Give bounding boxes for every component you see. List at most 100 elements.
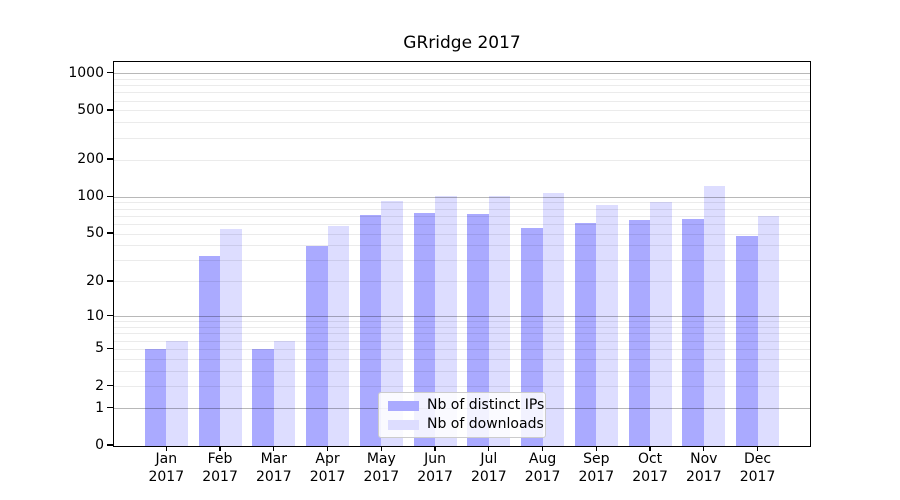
x-tick-may bbox=[380, 446, 382, 451]
x-tick-jun bbox=[434, 446, 436, 451]
bar-downloads-jul bbox=[488, 196, 511, 446]
y-tick-label-1: 1 bbox=[95, 399, 104, 416]
x-tick-year-oct: 2017 bbox=[632, 468, 668, 485]
bar-distinct-ips-oct bbox=[628, 220, 651, 446]
bar-downloads-mar bbox=[273, 341, 296, 446]
x-tick-year-feb: 2017 bbox=[202, 468, 238, 485]
y-tick-label-2: 2 bbox=[95, 377, 104, 394]
x-tick-year-jan: 2017 bbox=[148, 468, 185, 485]
legend-swatch-downloads bbox=[388, 419, 419, 430]
x-tick-label-nov: Nov 2017 bbox=[672, 451, 736, 486]
legend-row-downloads: Nb of downloads bbox=[388, 417, 544, 432]
x-tick-label-feb: Feb 2017 bbox=[188, 451, 252, 486]
legend-label-downloads: Nb of downloads bbox=[427, 416, 544, 432]
x-tick-year-may: 2017 bbox=[363, 468, 400, 485]
x-tick-month-oct: Oct bbox=[637, 451, 663, 467]
x-tick-dec bbox=[756, 446, 759, 451]
y-tick-2 bbox=[107, 385, 113, 387]
x-tick-year-mar: 2017 bbox=[255, 468, 292, 485]
x-tick-jan bbox=[165, 446, 167, 451]
x-tick-label-aug: Aug 2017 bbox=[511, 451, 575, 486]
x-tick-label-may: May 2017 bbox=[349, 451, 413, 486]
x-tick-label-dec: Dec 2017 bbox=[726, 451, 790, 486]
y-tick-20 bbox=[107, 280, 113, 282]
bar-distinct-ips-feb bbox=[198, 255, 221, 446]
bar-downloads-apr bbox=[327, 226, 350, 446]
x-tick-month-apr: Apr bbox=[315, 451, 340, 467]
bar-downloads-sep bbox=[596, 204, 618, 446]
x-tick-year-sep: 2017 bbox=[578, 468, 615, 485]
y-tick-0 bbox=[107, 444, 113, 446]
x-tick-label-jul: Jul 2017 bbox=[457, 451, 521, 486]
y-tick-1000 bbox=[107, 71, 113, 74]
legend-label-distinct-ips: Nb of distinct IPs bbox=[427, 397, 545, 413]
x-tick-month-dec: Dec bbox=[744, 451, 772, 467]
x-tick-month-jul: Jul bbox=[480, 451, 498, 467]
x-tick-month-jan: Jan bbox=[155, 451, 178, 467]
legend-swatch-distinct-ips bbox=[388, 400, 419, 411]
x-tick-month-aug: Aug bbox=[528, 451, 557, 467]
x-tick-year-nov: 2017 bbox=[685, 468, 722, 485]
y-tick-label-500: 500 bbox=[77, 101, 104, 118]
x-tick-label-jun: Jun 2017 bbox=[403, 451, 467, 486]
y-tick-label-20: 20 bbox=[86, 272, 104, 289]
x-tick-month-may: May bbox=[366, 451, 396, 467]
x-tick-month-sep: Sep bbox=[583, 451, 610, 467]
x-tick-month-nov: Nov bbox=[690, 451, 718, 467]
x-tick-label-apr: Apr 2017 bbox=[296, 451, 360, 486]
x-tick-year-dec: 2017 bbox=[739, 468, 776, 485]
bar-distinct-ips-apr bbox=[306, 245, 328, 446]
chart-title: GRridge 2017 bbox=[403, 33, 521, 53]
bar-downloads-feb bbox=[220, 229, 242, 446]
bar-distinct-ips-dec bbox=[736, 236, 758, 446]
bar-downloads-jun bbox=[435, 195, 457, 446]
y-tick-500 bbox=[107, 109, 113, 111]
x-tick-aug bbox=[541, 446, 544, 451]
y-tick-200 bbox=[107, 158, 113, 160]
bar-distinct-ips-jun bbox=[413, 212, 436, 446]
x-tick-label-oct: Oct 2017 bbox=[618, 451, 682, 486]
y-tick-label-1000: 1000 bbox=[68, 64, 104, 81]
y-tick-5 bbox=[107, 347, 113, 350]
x-tick-month-feb: Feb bbox=[207, 451, 233, 467]
bar-downloads-nov bbox=[703, 186, 726, 446]
x-tick-sep bbox=[595, 446, 597, 451]
x-tick-year-aug: 2017 bbox=[524, 468, 561, 485]
bar-distinct-ips-may bbox=[359, 215, 382, 446]
y-tick-50 bbox=[107, 232, 113, 234]
x-tick-label-mar: Mar 2017 bbox=[242, 451, 306, 486]
bars-layer bbox=[114, 62, 810, 446]
x-tick-year-jun: 2017 bbox=[417, 468, 453, 485]
x-tick-nov bbox=[703, 446, 705, 451]
x-tick-year-jul: 2017 bbox=[470, 468, 507, 485]
bar-downloads-aug bbox=[542, 192, 565, 446]
x-tick-oct bbox=[649, 446, 651, 451]
bar-distinct-ips-nov bbox=[682, 218, 704, 446]
plot-area bbox=[113, 61, 811, 447]
bar-distinct-ips-jul bbox=[467, 214, 489, 446]
legend: Nb of distinct IPs Nb of downloads bbox=[378, 392, 546, 438]
y-tick-100 bbox=[107, 195, 113, 197]
x-tick-jul bbox=[488, 446, 490, 451]
x-tick-apr bbox=[326, 446, 329, 451]
bar-distinct-ips-aug bbox=[521, 228, 543, 446]
bar-downloads-may bbox=[381, 200, 403, 446]
y-tick-label-5: 5 bbox=[95, 340, 104, 357]
y-tick-label-10: 10 bbox=[86, 307, 104, 324]
bar-distinct-ips-sep bbox=[574, 222, 597, 446]
y-tick-label-50: 50 bbox=[86, 225, 104, 242]
x-tick-label-sep: Sep 2017 bbox=[564, 451, 628, 486]
y-tick-label-100: 100 bbox=[77, 188, 104, 205]
legend-row-distinct-ips: Nb of distinct IPs bbox=[388, 398, 544, 413]
x-tick-label-jan: Jan 2017 bbox=[134, 451, 198, 486]
bar-downloads-dec bbox=[757, 216, 780, 446]
x-tick-feb bbox=[219, 446, 221, 451]
y-tick-label-200: 200 bbox=[77, 151, 104, 168]
x-tick-month-mar: Mar bbox=[260, 451, 287, 467]
bar-downloads-jan bbox=[166, 341, 188, 446]
bar-distinct-ips-jan bbox=[144, 349, 167, 446]
bar-distinct-ips-mar bbox=[252, 349, 274, 446]
y-tick-1 bbox=[107, 406, 113, 409]
y-tick-label-0: 0 bbox=[95, 437, 104, 453]
